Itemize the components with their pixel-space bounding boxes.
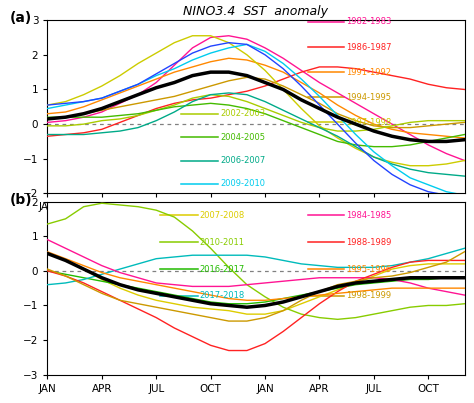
Text: 2007-2008: 2007-2008 bbox=[200, 211, 245, 220]
Text: 2009-2010: 2009-2010 bbox=[220, 179, 265, 189]
Text: 2017-2018: 2017-2018 bbox=[200, 291, 245, 301]
Text: 1991-1992: 1991-1992 bbox=[346, 68, 391, 77]
Text: (b): (b) bbox=[10, 193, 33, 207]
Text: 2015-2016: 2015-2016 bbox=[220, 203, 265, 212]
Text: 1997-1998: 1997-1998 bbox=[346, 118, 391, 127]
Text: 2010-2011: 2010-2011 bbox=[200, 238, 245, 247]
Text: 1998-1999: 1998-1999 bbox=[346, 291, 391, 301]
Text: (a): (a) bbox=[10, 11, 32, 25]
Text: 1994-1995: 1994-1995 bbox=[346, 93, 391, 102]
Text: 1982-1983: 1982-1983 bbox=[346, 17, 391, 26]
Text: 1995-1996: 1995-1996 bbox=[346, 265, 391, 274]
Text: 1986-1987: 1986-1987 bbox=[346, 42, 391, 52]
Text: 2016-2017: 2016-2017 bbox=[200, 265, 245, 274]
Text: 1988-1989: 1988-1989 bbox=[346, 238, 391, 247]
Text: 2006-2007: 2006-2007 bbox=[220, 156, 266, 165]
Text: 2004-2005: 2004-2005 bbox=[220, 133, 265, 141]
Title: NINO3.4  SST  anomaly: NINO3.4 SST anomaly bbox=[183, 4, 328, 18]
Text: 1984-1985: 1984-1985 bbox=[346, 211, 391, 220]
Text: 2002-2003: 2002-2003 bbox=[220, 109, 265, 118]
